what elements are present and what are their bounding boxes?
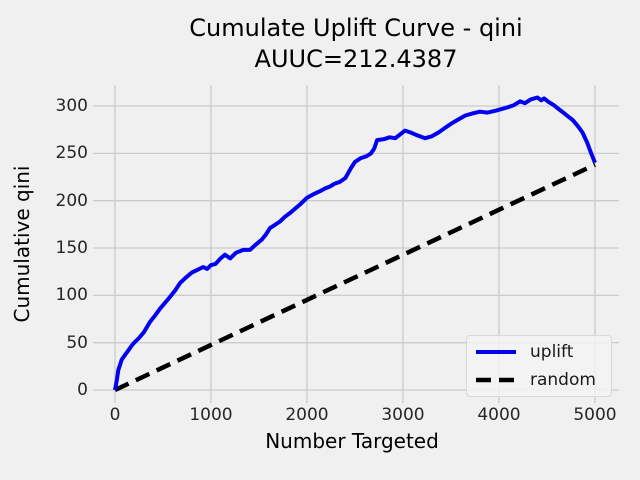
- x-tick-label: 4000: [477, 405, 521, 425]
- legend: uplift random: [466, 335, 612, 397]
- x-tick-label: 3000: [381, 405, 425, 425]
- chart-title: Cumulate Uplift Curve - qini AUUC=212.43…: [189, 13, 522, 75]
- chart-title-line2: AUUC=212.4387: [254, 45, 458, 73]
- chart-title-line1: Cumulate Uplift Curve - qini: [189, 14, 523, 42]
- y-tick-label: 150: [55, 238, 88, 259]
- series-line-random: [114, 162, 596, 393]
- y-tick-label: 250: [55, 143, 88, 164]
- y-tick-label: 200: [55, 190, 88, 211]
- y-tick-label: 0: [77, 380, 88, 401]
- legend-label-random: random: [530, 370, 596, 390]
- legend-row-uplift: uplift: [475, 340, 603, 364]
- x-axis-label: Number Targeted: [265, 429, 439, 453]
- x-tick-label: 0: [109, 405, 121, 425]
- legend-row-random: random: [475, 368, 603, 392]
- random-line-swatch: [476, 377, 516, 383]
- x-tick-label: 1000: [189, 405, 233, 425]
- legend-label-uplift: uplift: [530, 342, 574, 362]
- y-tick-label: 50: [66, 332, 88, 353]
- y-tick-label: 100: [55, 285, 88, 306]
- x-tick-label: 5000: [573, 405, 617, 425]
- x-tick-label: 2000: [285, 405, 329, 425]
- y-tick-label: 300: [55, 96, 88, 117]
- uplift-line-swatch: [476, 350, 516, 354]
- series-line-uplift: [113, 95, 597, 391]
